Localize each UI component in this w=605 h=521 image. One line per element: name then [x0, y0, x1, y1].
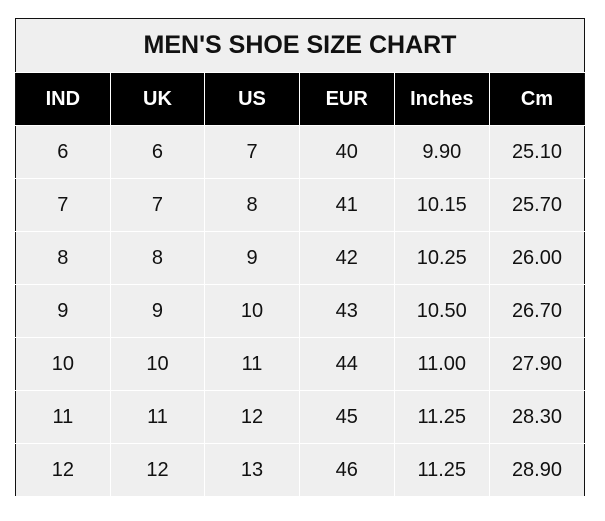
table-title: MEN'S SHOE SIZE CHART [15, 18, 585, 73]
table-cell: 9 [109, 284, 206, 338]
table-cell: 26.00 [488, 231, 585, 285]
column-header: US [204, 72, 300, 126]
table-cell: 43 [298, 284, 395, 338]
table-cell: 9 [204, 231, 300, 285]
table-cell: 11.00 [393, 337, 490, 391]
table-cell: 11.25 [393, 443, 490, 497]
table-cell: 45 [298, 390, 395, 444]
table-cell: 10 [109, 337, 206, 391]
table-cell: 11.25 [393, 390, 490, 444]
table-cell: 7 [15, 178, 111, 232]
table-cell: 11 [204, 337, 300, 391]
table-cell: 44 [298, 337, 395, 391]
column-header: UK [109, 72, 205, 126]
table-row: 8 8 9 42 10.25 26.00 [15, 231, 585, 285]
table-row: 9 9 10 43 10.50 26.70 [15, 284, 585, 338]
table-cell: 41 [298, 178, 395, 232]
table-cell: 13 [204, 443, 300, 497]
table-cell: 9 [15, 284, 111, 338]
table-cell: 12 [109, 443, 206, 497]
table-cell: 11 [15, 390, 111, 444]
table-cell: 10.15 [393, 178, 490, 232]
table-cell: 8 [15, 231, 111, 285]
table-row: 11 11 12 45 11.25 28.30 [15, 390, 585, 444]
table-cell: 7 [109, 178, 206, 232]
table-cell: 10 [204, 284, 300, 338]
table-cell: 25.70 [488, 178, 585, 232]
table-cell: 26.70 [488, 284, 585, 338]
table-row: 10 10 11 44 11.00 27.90 [15, 337, 585, 391]
table-cell: 9.90 [393, 125, 490, 179]
table-cell: 10.50 [393, 284, 490, 338]
table-cell: 11 [109, 390, 206, 444]
table-cell: 27.90 [488, 337, 585, 391]
table-row: 6 6 7 40 9.90 25.10 [15, 125, 585, 179]
table-cell: 42 [298, 231, 395, 285]
table-cell: 12 [204, 390, 300, 444]
table-cell: 8 [109, 231, 206, 285]
table-cell: 6 [109, 125, 206, 179]
table-cell: 25.10 [488, 125, 585, 179]
column-header: Inches [393, 72, 490, 126]
table-cell: 10.25 [393, 231, 490, 285]
table-cell: 28.90 [488, 443, 585, 497]
column-header: IND [15, 72, 111, 126]
column-header: EUR [298, 72, 395, 126]
table-cell: 28.30 [488, 390, 585, 444]
table-cell: 40 [298, 125, 395, 179]
table-cell: 46 [298, 443, 395, 497]
table-cell: 6 [15, 125, 111, 179]
shoe-size-table: MEN'S SHOE SIZE CHART IND UK US EUR Inches Cm… [15, 18, 585, 497]
header-row: IND UK US EUR Inches Cm [15, 72, 585, 126]
table-row: 7 7 8 41 10.15 25.70 [15, 178, 585, 232]
column-header: Cm [488, 72, 585, 126]
table-cell: 12 [15, 443, 111, 497]
table-cell: 7 [204, 125, 300, 179]
table-cell: 8 [204, 178, 300, 232]
table-cell: 10 [15, 337, 111, 391]
table-row: 12 12 13 46 11.25 28.90 [15, 443, 585, 497]
